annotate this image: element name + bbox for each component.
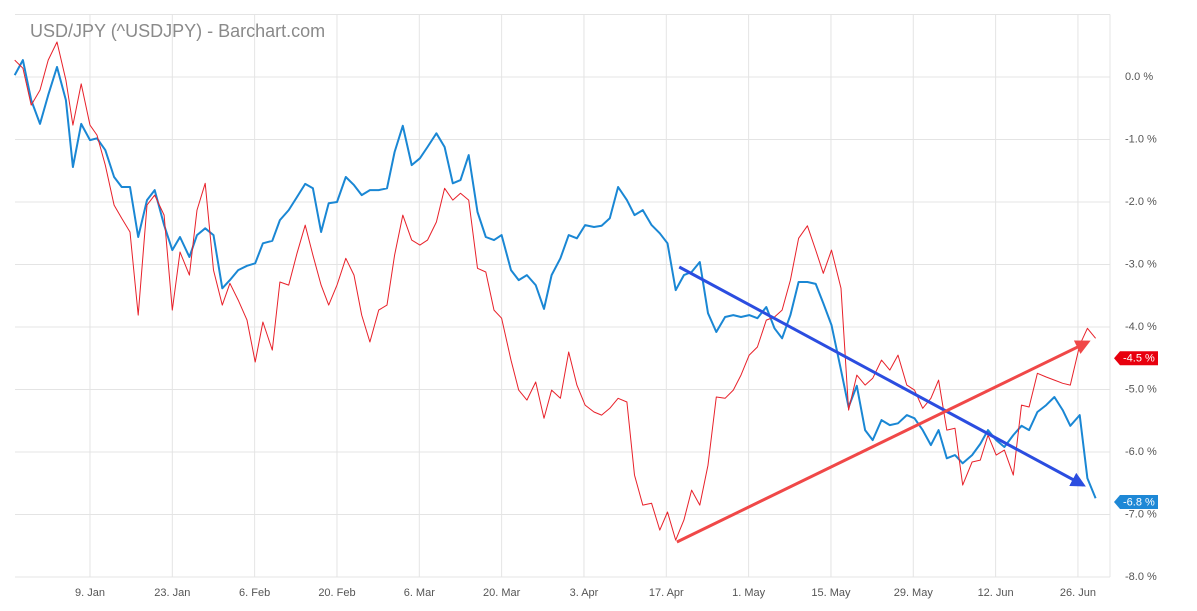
y-tick-label: -2.0 % — [1125, 196, 1157, 208]
grid — [15, 14, 1111, 578]
y-tick-label: -5.0 % — [1125, 383, 1157, 395]
x-tick-label: 23. Jan — [154, 587, 190, 599]
x-tick-label: 3. Apr — [570, 587, 599, 599]
y-tick-label: -7.0 % — [1125, 508, 1157, 520]
y-tick-label: 0.0 % — [1125, 71, 1153, 83]
y-tick-label: -6.0 % — [1125, 446, 1157, 458]
x-tick-label: 15. May — [811, 587, 851, 599]
x-tick-label: 29. May — [894, 587, 934, 599]
last-value-label: -4.5 % — [1123, 353, 1155, 365]
x-tick-label: 6. Mar — [404, 587, 436, 599]
y-tick-label: -1.0 % — [1125, 133, 1157, 145]
last-value-label: -6.8 % — [1123, 496, 1155, 508]
series-line — [13, 59, 1097, 499]
chart-title: USD/JPY (^USDJPY) - Barchart.com — [30, 21, 325, 41]
y-tick-label: -3.0 % — [1125, 258, 1157, 270]
last-value-box — [1114, 495, 1158, 509]
last-value-box — [1114, 351, 1158, 366]
trend-arrow — [676, 340, 1091, 544]
series-line — [14, 41, 1096, 541]
trend-arrow — [678, 265, 1086, 487]
x-tick-label: 6. Feb — [239, 587, 270, 599]
x-tick-label: 12. Jun — [978, 587, 1014, 599]
y-tick-label: -4.0 % — [1125, 321, 1157, 333]
x-tick-label: 20. Mar — [483, 587, 521, 599]
x-tick-label: 9. Jan — [75, 587, 105, 599]
x-tick-label: 26. Jun — [1060, 587, 1096, 599]
x-tick-label: 17. Apr — [649, 587, 684, 599]
y-tick-label: -8.0 % — [1125, 571, 1157, 583]
plot-area — [13, 41, 1097, 544]
x-tick-label: 1. May — [732, 587, 766, 599]
x-tick-label: 20. Feb — [318, 587, 355, 599]
